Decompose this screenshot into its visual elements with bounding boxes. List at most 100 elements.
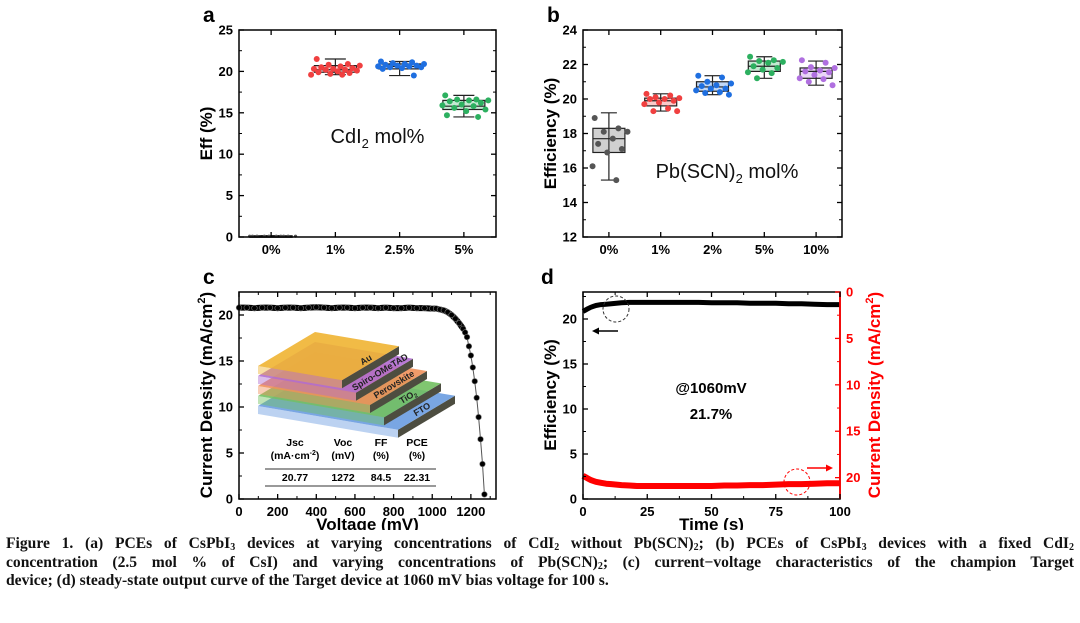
data-point [768,70,775,77]
data-point [826,69,833,76]
plot-frame [238,29,497,238]
jv-data-point [328,305,335,312]
y-tick-label: 20 [563,312,577,327]
table-value: 1272 [331,472,355,484]
data-point [337,63,344,70]
x-tick-label: 5% [454,242,473,257]
unit-main: (%) [409,450,425,462]
caption-text: Figure 1. (a) PCEs of CsPbI [6,535,231,552]
caption-text: without Pb(SCN) [559,535,694,552]
x-tick-label: 100 [829,504,851,519]
data-point [756,58,763,65]
data-point [322,66,329,73]
caption-line: Figure 1. (a) PCEs of CsPbI3 devices at … [6,535,1074,554]
y-tick-label: 20 [563,92,577,107]
box-group-10% [796,57,838,89]
data-point [334,68,341,75]
unit-superscript: -2 [310,450,316,457]
jv-data-point [367,304,374,311]
y-tick-label: 0 [570,492,577,507]
data-point [330,65,337,72]
panel-label: d [541,266,554,289]
panel-label: b [547,4,560,27]
data-point [728,80,735,87]
x-tick-label: 0 [579,504,586,519]
data-point [759,66,766,73]
x-tick-label: 1000 [418,504,447,519]
data-point [744,69,751,76]
x-tick-label: 0% [600,242,619,257]
y-tick-label: 18 [563,126,577,141]
data-point [722,85,729,92]
jv-data-point [398,305,405,312]
label-end: ) [865,292,884,298]
data-point [716,89,723,96]
data-point [418,64,425,71]
data-point [817,67,824,74]
data-point [406,63,413,70]
jv-data-point [479,460,486,468]
x-tick-label: 0 [235,504,242,519]
x-tick-label: 1% [651,242,670,257]
efficiency-curve [581,299,840,314]
y-axis-label: Current Density (mA/cm2) [196,292,216,498]
data-point [798,57,805,64]
data-point [661,96,668,102]
annotation-subscript: 2 [362,136,369,151]
data-point [707,85,714,92]
y-tick-label: 24 [563,23,578,38]
data-point [693,87,700,94]
data-point [346,70,353,77]
x-tick-label: 200 [267,504,289,519]
y-tick-label: 20 [846,470,860,485]
table-header-unit: (%) [373,450,389,462]
layer-label-subscript: 2 [413,393,420,400]
jv-data-point [359,304,366,311]
data-point [702,89,709,96]
data-point [473,96,480,103]
table-value: 84.5 [371,472,392,484]
jv-data-point [382,304,389,311]
y-tick-label: 15 [219,354,233,369]
data-point [613,177,620,184]
data-point [439,102,446,109]
jv-data-point [375,305,382,312]
data-point [665,105,672,112]
data-point [375,63,382,70]
data-point [344,60,351,67]
box-group-0% [589,112,631,184]
x-tick-label: 2% [703,242,722,257]
data-point [442,92,449,99]
y-axis-label: Eff (%) [197,107,216,161]
data-point [595,140,602,147]
caption-subscript: 3 [230,542,236,553]
data-point [667,92,674,99]
jv-data-point [473,394,480,401]
data-point [656,99,663,106]
data-point [589,163,596,170]
data-point [754,75,761,82]
data-point [774,64,781,71]
layer-front-face [258,366,342,389]
y-tick-label: 22 [563,57,577,72]
y-axis-label: Efficiency (%) [541,78,560,189]
x-tick-label: 2.5% [385,242,415,257]
jv-data-point [471,378,478,385]
jv-data-point [274,305,281,312]
data-point [829,82,836,89]
data-point [466,97,473,104]
label-superscript: 2 [864,297,876,303]
panel-label: c [203,266,215,289]
data-point [695,72,702,79]
x-tick-label: 1% [326,242,345,257]
layer-front-face [258,396,384,426]
jv-data-point [344,304,351,311]
jv-data-point [475,414,482,421]
current-density-curve [581,473,840,489]
data-point [339,71,346,78]
y-tick-label: 25 [219,23,233,38]
jv-data-point [351,305,359,312]
data-point [609,135,616,142]
table-header-unit: (mV) [331,450,354,462]
box-group-5% [744,53,786,82]
